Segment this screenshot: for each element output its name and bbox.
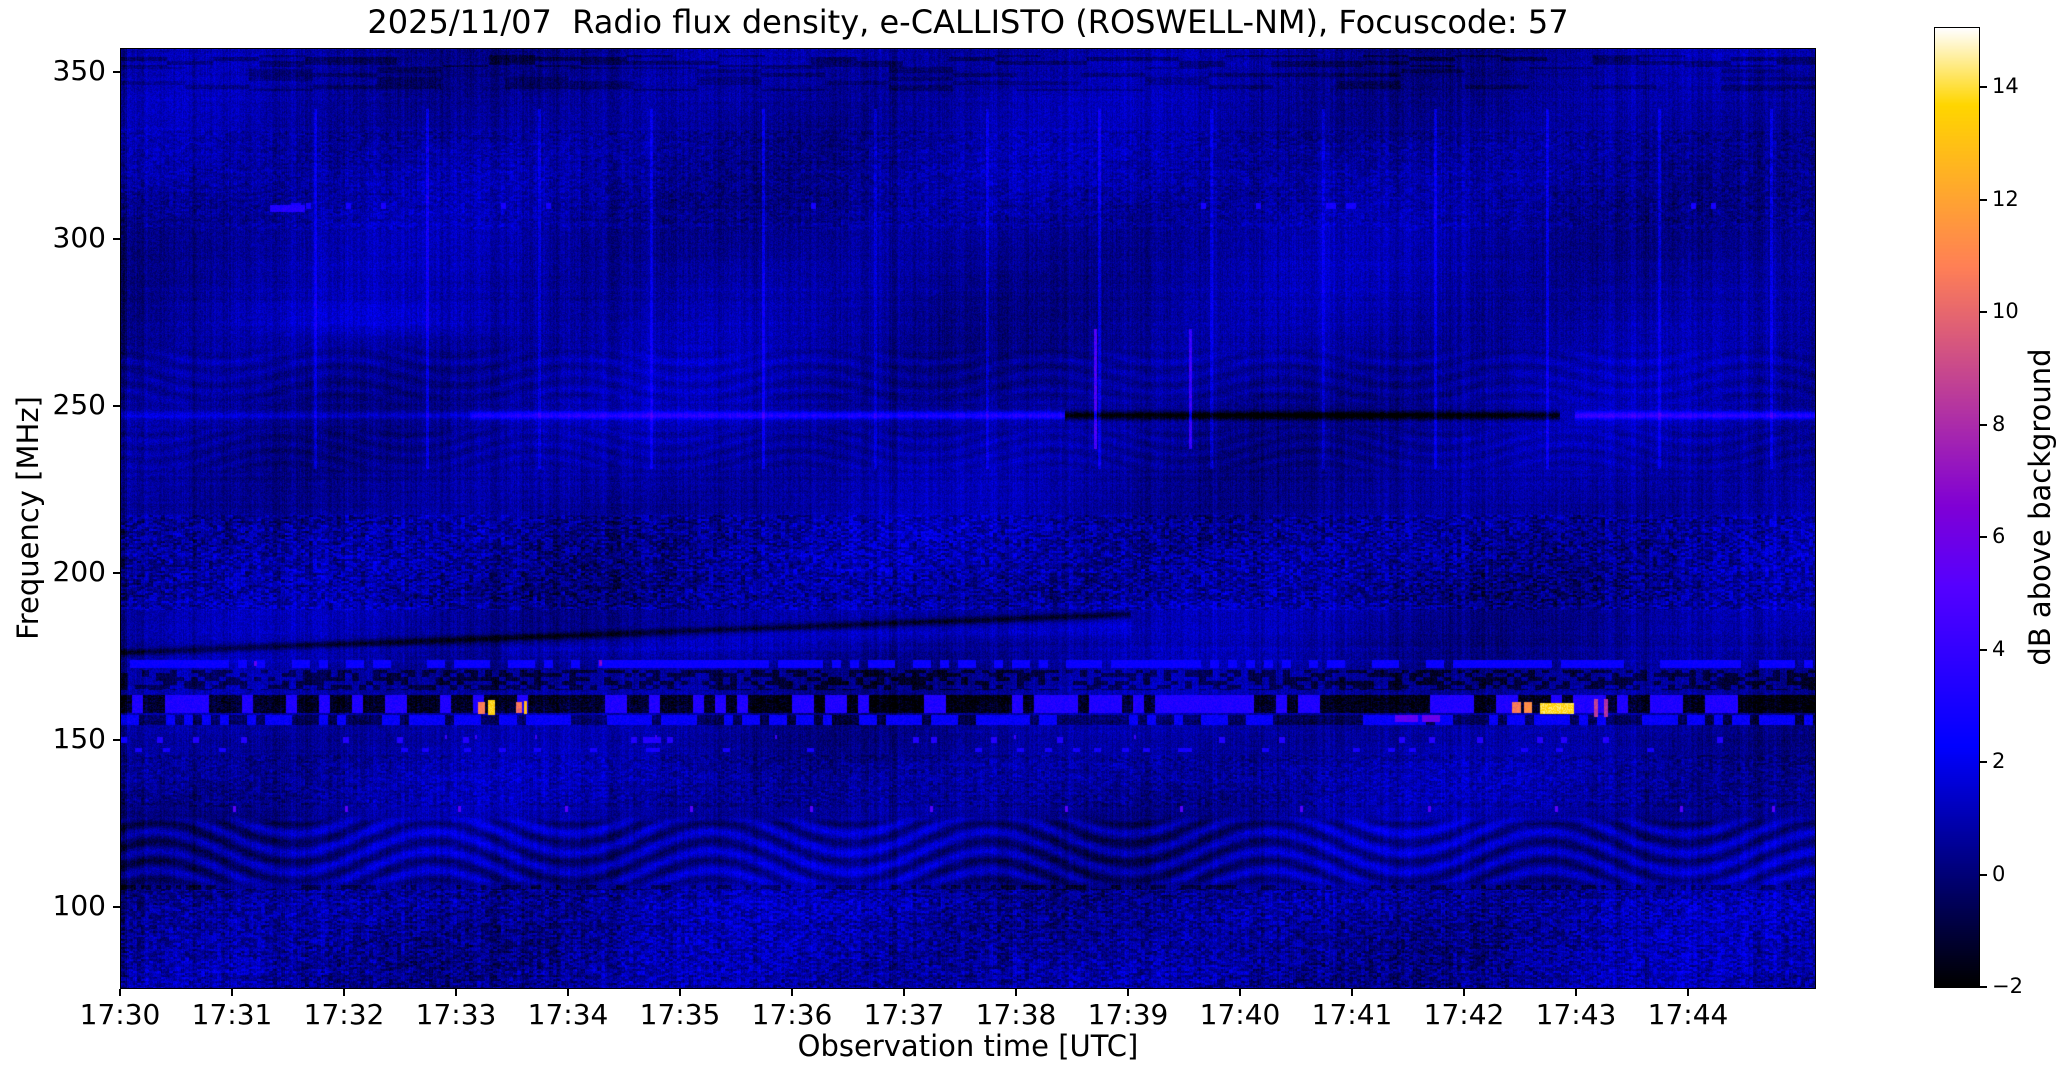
colorbar-tick-mark xyxy=(1980,86,1987,88)
x-tick-label: 17:31 xyxy=(191,998,273,1031)
x-tick-mark xyxy=(679,989,681,996)
colorbar-tick-label: 2 xyxy=(1992,749,2006,773)
colorbar-tick-mark xyxy=(1980,761,1987,763)
x-tick-mark xyxy=(343,989,345,996)
x-tick-label: 17:44 xyxy=(1647,998,1729,1031)
y-tick-mark xyxy=(113,906,120,908)
x-tick-label: 17:42 xyxy=(1423,998,1505,1031)
colorbar-tick-label: 10 xyxy=(1992,299,2019,323)
x-tick-label: 17:35 xyxy=(639,998,721,1031)
y-tick-label: 300 xyxy=(52,221,106,254)
x-tick-label: 17:39 xyxy=(1087,998,1169,1031)
chart-title: 2025/11/07 Radio flux density, e-CALLIST… xyxy=(367,3,1569,41)
colorbar-tick-label: 14 xyxy=(1992,74,2019,98)
y-tick-label: 350 xyxy=(52,54,106,87)
x-tick-label: 17:43 xyxy=(1535,998,1617,1031)
x-tick-mark xyxy=(791,989,793,996)
x-tick-mark xyxy=(1127,989,1129,996)
colorbar-tick-mark xyxy=(1980,536,1987,538)
colorbar-tick-mark xyxy=(1980,311,1987,313)
x-tick-mark xyxy=(1351,989,1353,996)
colorbar-tick-mark xyxy=(1980,986,1987,988)
x-tick-mark xyxy=(119,989,121,996)
y-tick-mark xyxy=(113,71,120,73)
y-tick-mark xyxy=(113,572,120,574)
x-tick-label: 17:41 xyxy=(1311,998,1393,1031)
colorbar-gradient xyxy=(1934,27,1980,988)
x-tick-label: 17:32 xyxy=(303,998,385,1031)
x-tick-label: 17:33 xyxy=(415,998,497,1031)
y-tick-label: 100 xyxy=(52,889,106,922)
colorbar-tick-mark xyxy=(1980,873,1987,876)
x-tick-label: 17:36 xyxy=(751,998,833,1031)
x-tick-mark xyxy=(1463,989,1465,996)
spectrogram-heatmap xyxy=(120,48,1816,989)
x-tick-mark xyxy=(1015,989,1017,996)
colorbar-tick-mark xyxy=(1980,198,1987,201)
x-tick-mark xyxy=(455,989,457,996)
colorbar-tick-label: −2 xyxy=(1992,974,2023,998)
colorbar-label: dB above background xyxy=(2023,348,2057,666)
y-axis-label: Frequency [MHz] xyxy=(11,396,45,640)
y-tick-mark xyxy=(113,739,120,741)
x-tick-mark xyxy=(1687,989,1689,996)
x-tick-label: 17:38 xyxy=(975,998,1057,1031)
colorbar-tick-label: 0 xyxy=(1992,861,2006,886)
x-tick-label: 17:30 xyxy=(79,998,161,1031)
colorbar-tick-mark xyxy=(1980,648,1987,651)
y-tick-label: 250 xyxy=(52,388,106,421)
colorbar-tick-label: 12 xyxy=(1992,186,2019,211)
x-tick-label: 17:40 xyxy=(1199,998,1281,1031)
x-tick-mark xyxy=(1239,989,1241,996)
x-tick-label: 17:37 xyxy=(863,998,945,1031)
colorbar-tick-label: 8 xyxy=(1992,411,2006,436)
x-tick-mark xyxy=(1575,989,1577,996)
colorbar-tick-label: 6 xyxy=(1992,524,2006,548)
y-tick-label: 150 xyxy=(52,722,106,755)
x-axis-label: Observation time [UTC] xyxy=(797,1029,1139,1063)
x-tick-mark xyxy=(903,989,905,996)
x-tick-label: 17:34 xyxy=(527,998,609,1031)
x-tick-mark xyxy=(567,989,569,996)
y-tick-mark xyxy=(113,405,120,407)
x-tick-mark xyxy=(231,989,233,996)
colorbar-tick-label: 4 xyxy=(1992,636,2006,661)
y-tick-label: 200 xyxy=(52,555,106,588)
y-tick-mark xyxy=(113,238,120,240)
colorbar-tick-mark xyxy=(1980,423,1987,426)
